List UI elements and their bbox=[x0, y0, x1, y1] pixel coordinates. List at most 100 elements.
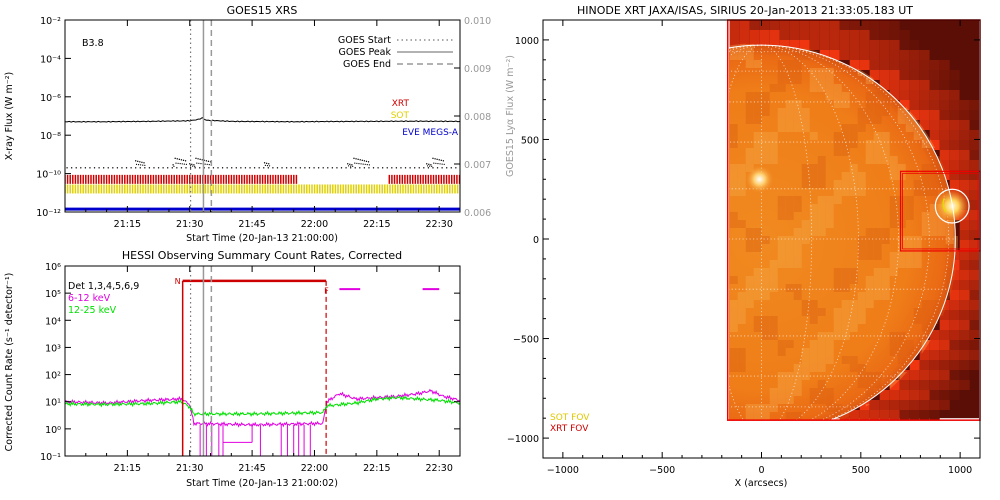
corona-block bbox=[980, 130, 990, 140]
corona-block bbox=[980, 310, 990, 320]
disk-texture-cell bbox=[753, 292, 762, 300]
lya-dot bbox=[178, 158, 181, 161]
disk-texture-cell bbox=[769, 268, 778, 276]
corona-block bbox=[919, 380, 930, 390]
disk-texture-cell bbox=[857, 236, 866, 244]
disk-texture-cell bbox=[905, 252, 914, 260]
disk-texture-cell bbox=[833, 180, 842, 188]
disk-texture-cell bbox=[865, 156, 874, 164]
lya-dot bbox=[404, 167, 407, 169]
heliographic-grid bbox=[729, 44, 956, 420]
disk-texture-cell bbox=[929, 220, 938, 228]
disk-texture-cell bbox=[889, 156, 898, 164]
goes-x-tick-label: 22:30 bbox=[426, 219, 453, 230]
disk-texture-cell bbox=[833, 268, 842, 276]
disk-texture-cell bbox=[745, 156, 754, 164]
corona-block bbox=[879, 60, 890, 70]
disk-texture-cell bbox=[753, 156, 762, 164]
disk-texture-cell bbox=[921, 316, 930, 324]
lya-dot bbox=[240, 167, 242, 169]
lya-dot bbox=[98, 167, 100, 169]
hessi-x-tick-label: 21:15 bbox=[114, 463, 141, 474]
disk-texture-cell bbox=[857, 124, 866, 132]
disk-texture-cell bbox=[769, 276, 778, 284]
disk-texture-cell bbox=[777, 68, 786, 76]
disk-texture-cell bbox=[745, 52, 754, 60]
disk-texture-cell bbox=[817, 364, 826, 372]
lya-dot bbox=[439, 163, 441, 165]
disk-texture-cell bbox=[753, 60, 762, 68]
corona-block bbox=[859, 400, 870, 410]
corona-block bbox=[879, 80, 890, 90]
disk-texture-cell bbox=[809, 356, 818, 364]
disk-texture-cell bbox=[921, 172, 930, 180]
disk-texture-cell bbox=[881, 276, 890, 284]
disk-texture-cell bbox=[817, 204, 826, 212]
disk-texture-cell bbox=[785, 388, 794, 396]
disk-texture-cell bbox=[889, 260, 898, 268]
disk-texture-cell bbox=[817, 76, 826, 84]
corona-block bbox=[729, 20, 740, 30]
lya-dot bbox=[272, 167, 274, 169]
hinode-y-tick-label: −1000 bbox=[507, 434, 539, 445]
corona-block bbox=[779, 20, 790, 30]
lya-dot bbox=[363, 167, 366, 169]
disk-texture-cell bbox=[753, 236, 762, 244]
disk-texture-cell bbox=[945, 228, 954, 236]
disk-texture-cell bbox=[777, 60, 786, 68]
lya-dot bbox=[193, 164, 195, 166]
lya-dot bbox=[436, 167, 439, 169]
corona-block bbox=[929, 60, 940, 70]
xrt-offlimb-corona bbox=[729, 20, 990, 420]
lya-dot bbox=[185, 163, 188, 165]
disk-texture-cell bbox=[897, 372, 906, 380]
instrument-label-sot: SOT bbox=[391, 111, 410, 121]
disk-texture-cell bbox=[849, 356, 858, 364]
sot-pointing-mark bbox=[942, 197, 947, 213]
disk-texture-cell bbox=[881, 268, 890, 276]
disk-texture-cell bbox=[793, 244, 802, 252]
lya-dot bbox=[89, 167, 91, 169]
disk-texture-cell bbox=[793, 228, 802, 236]
corona-block bbox=[969, 360, 979, 370]
lya-dot bbox=[367, 161, 370, 163]
disk-texture-cell bbox=[921, 340, 930, 348]
disk-texture-cell bbox=[929, 180, 938, 188]
disk-texture-cell bbox=[825, 68, 834, 76]
disk-texture-cell bbox=[769, 148, 778, 156]
disk-texture-cell bbox=[785, 340, 794, 348]
corona-block bbox=[959, 380, 970, 390]
corona-block bbox=[980, 120, 990, 130]
corona-block bbox=[919, 60, 930, 70]
corona-block bbox=[980, 150, 990, 160]
corona-block bbox=[919, 40, 930, 50]
disk-texture-cell bbox=[905, 340, 914, 348]
lya-dot bbox=[295, 167, 297, 169]
longitude-line bbox=[761, 44, 859, 420]
disk-texture-cell bbox=[921, 308, 930, 316]
lya-dot bbox=[157, 167, 160, 169]
corona-block bbox=[959, 180, 970, 190]
disk-texture-cell bbox=[857, 308, 866, 316]
lya-dot bbox=[345, 167, 347, 169]
disk-texture-cell bbox=[785, 236, 794, 244]
corona-block bbox=[949, 350, 960, 360]
corona-block bbox=[939, 350, 950, 360]
corona-block bbox=[889, 390, 900, 400]
disk-texture-cell bbox=[737, 188, 746, 196]
corona-block bbox=[899, 400, 910, 410]
disk-texture-cell bbox=[825, 220, 834, 228]
corona-block bbox=[849, 50, 860, 60]
disk-texture-cell bbox=[857, 188, 866, 196]
disk-texture-cell bbox=[809, 364, 818, 372]
disk-texture-cell bbox=[777, 212, 786, 220]
disk-texture-cell bbox=[793, 388, 802, 396]
corona-block bbox=[959, 310, 970, 320]
corona-block bbox=[929, 330, 940, 340]
corona-block bbox=[969, 340, 979, 350]
lya-dot bbox=[441, 163, 443, 165]
hessi-flag-f: F bbox=[324, 286, 329, 295]
disk-texture-cell bbox=[745, 276, 754, 284]
corona-block bbox=[839, 40, 850, 50]
lya-dot bbox=[455, 167, 457, 169]
